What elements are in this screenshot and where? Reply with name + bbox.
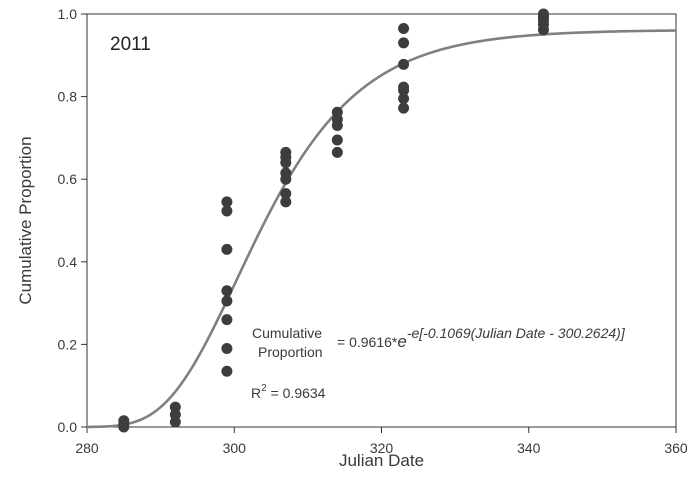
- y-tick-label-1: 0.2: [58, 336, 78, 352]
- equation-rhs-exponent: -e[-0.1069(Julian Date - 300.2624)]: [407, 325, 626, 341]
- x-tick-label-4: 360: [664, 440, 688, 456]
- r-squared-r: R: [251, 385, 261, 401]
- r-squared-value: = 0.9634: [267, 385, 326, 401]
- fit-curve: [86, 29, 677, 429]
- r-squared-label: R2 = 0.9634: [251, 383, 326, 401]
- data-point-14: [280, 196, 292, 208]
- data-point-30: [398, 58, 410, 70]
- data-point-32: [398, 22, 410, 34]
- y-tick-label-4: 0.8: [58, 89, 78, 105]
- data-point-2: [118, 415, 130, 427]
- data-point-37: [537, 8, 549, 20]
- data-point-20: [280, 146, 292, 158]
- y-tick-label-3: 0.6: [58, 171, 78, 187]
- data-point-25: [331, 106, 343, 118]
- data-points-layer: [118, 8, 549, 433]
- data-point-7: [221, 343, 233, 355]
- panel-label: 2011: [110, 34, 151, 55]
- data-point-27: [398, 93, 410, 105]
- data-point-21: [331, 146, 343, 158]
- data-point-26: [398, 102, 410, 114]
- y-tick-label-0: 0.0: [58, 419, 78, 435]
- x-tick-label-3: 340: [517, 440, 541, 456]
- y-tick-label-5: 1.0: [58, 6, 78, 22]
- x-tick-label-1: 300: [223, 440, 247, 456]
- y-axis-title: Cumulative Proportion: [16, 136, 35, 304]
- x-tick-label-2: 320: [370, 440, 394, 456]
- data-point-9: [221, 295, 233, 307]
- data-point-10: [221, 285, 233, 297]
- data-point-22: [331, 134, 343, 146]
- equation-rhs: = 0.9616*e-e[-0.1069(Julian Date - 300.2…: [337, 325, 626, 351]
- data-point-12: [221, 205, 233, 217]
- equation-lhs-line2: Proportion: [258, 344, 323, 360]
- data-point-15: [280, 188, 292, 200]
- y-tick-label-2: 0.4: [58, 254, 78, 270]
- data-point-31: [398, 37, 410, 49]
- data-point-17: [280, 167, 292, 179]
- data-point-13: [221, 196, 233, 208]
- data-point-8: [221, 314, 233, 326]
- x-axis-title: Julian Date: [339, 451, 424, 470]
- data-point-6: [221, 365, 233, 377]
- axis-ticks: 280 300 320 340 360 0.0 0.2 0.4 0.6 0.8 1.0: [58, 6, 688, 456]
- equation-rhs-main: = 0.9616*: [337, 334, 398, 350]
- equation-rhs-e: e: [397, 332, 406, 351]
- fit-equation: Cumulative Proportion = 0.9616*e-e[-0.10…: [252, 325, 626, 360]
- fit-curve-layer: [86, 29, 677, 429]
- x-tick-label-0: 280: [75, 440, 99, 456]
- data-point-29: [398, 81, 410, 93]
- data-point-5: [169, 401, 181, 413]
- data-point-11: [221, 243, 233, 255]
- equation-lhs-line1: Cumulative: [252, 325, 322, 341]
- r-squared-sup: 2: [261, 383, 267, 394]
